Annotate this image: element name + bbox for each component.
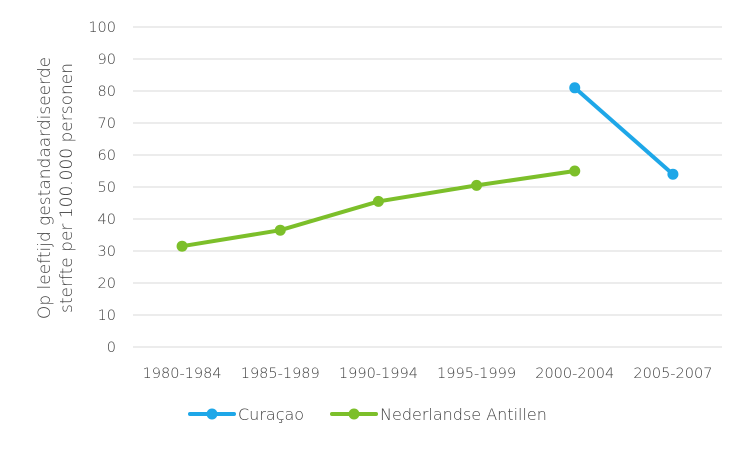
data-point — [569, 165, 581, 177]
data-point — [274, 224, 286, 236]
series-line — [180, 169, 577, 249]
y-tick-label: 30 — [98, 244, 116, 260]
legend-item: Nederlandse Antillen — [330, 405, 547, 424]
y-tick-label: 10 — [98, 308, 116, 324]
grid-lines — [133, 26, 722, 348]
x-tick-labels: 1980-1984 1985-1989 1990-1994 1995-1999 2000… — [143, 366, 713, 382]
y-axis-label-line1: Op leeftijd gestandaardiseerde — [35, 57, 55, 319]
series-0 — [569, 82, 679, 180]
data-point — [569, 82, 581, 94]
x-tick-label: 1995-1999 — [437, 366, 516, 382]
y-axis-label-line2: sterfte per 100.000 personen — [57, 63, 77, 313]
y-tick-label: 100 — [88, 20, 116, 36]
y-tick-label: 60 — [98, 148, 116, 164]
legend-label: Nederlandse Antillen — [380, 405, 547, 424]
series-group — [176, 82, 679, 252]
y-tick-labels: 0 10 20 30 40 50 60 70 80 90 100 — [88, 20, 116, 356]
y-tick-label: 70 — [98, 116, 116, 132]
legend-marker — [348, 408, 360, 420]
legend-item: Curaçao — [188, 405, 304, 424]
y-tick-label: 0 — [107, 340, 116, 356]
y-axis-label: Op leeftijd gestandaardiseerde sterfte p… — [35, 57, 77, 319]
data-point — [372, 195, 384, 207]
legend: Curaçao Nederlandse Antillen — [188, 405, 547, 424]
data-point — [471, 179, 483, 191]
series-line — [572, 85, 675, 177]
legend-label: Curaçao — [238, 405, 304, 424]
series-1 — [176, 165, 581, 252]
x-tick-label: 1980-1984 — [143, 366, 222, 382]
x-tick-label: 2000-2004 — [535, 366, 614, 382]
x-tick-label: 1985-1989 — [241, 366, 320, 382]
legend-marker — [206, 408, 218, 420]
x-tick-label: 1990-1994 — [339, 366, 418, 382]
y-tick-label: 80 — [98, 84, 116, 100]
y-tick-label: 50 — [98, 180, 116, 196]
y-tick-label: 40 — [98, 212, 116, 228]
data-point — [667, 168, 679, 180]
y-tick-label: 90 — [98, 52, 116, 68]
data-point — [176, 240, 188, 252]
y-tick-label: 20 — [98, 276, 116, 292]
x-tick-label: 2005-2007 — [633, 366, 712, 382]
